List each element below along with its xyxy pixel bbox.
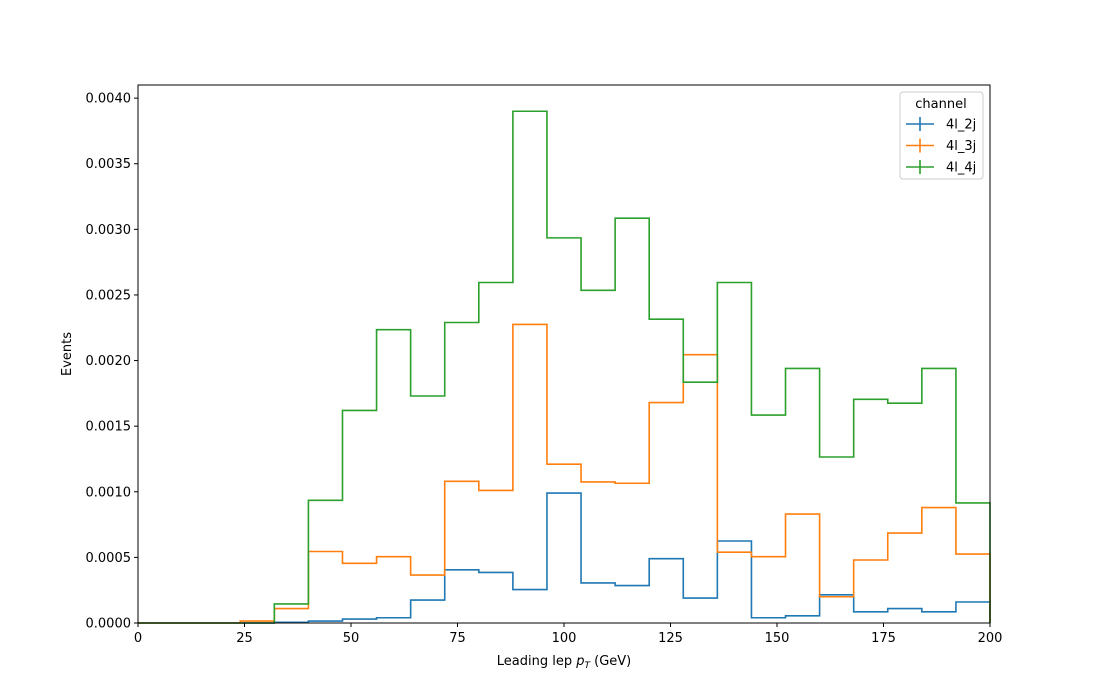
x-tick-label: 75: [449, 631, 466, 646]
x-axis-label-main: Leading lep: [497, 654, 576, 669]
y-tick-label: 0.0035: [86, 157, 132, 172]
y-axis-label: Events: [60, 332, 75, 376]
x-tick-label: 25: [236, 631, 253, 646]
legend: channel 4l_2j 4l_3j 4l_4j: [899, 91, 984, 180]
y-tick-label: 0.0025: [86, 288, 132, 303]
x-axis-label: Leading lep pT (GeV): [497, 654, 631, 671]
y-tick-label: 0.0015: [86, 420, 132, 435]
x-axis-label-subscript: T: [584, 661, 591, 671]
y-tick-label: 0.0005: [86, 551, 132, 566]
x-tick-label: 175: [871, 631, 896, 646]
legend-box: [899, 91, 984, 180]
y-tick-label: 0.0040: [86, 92, 132, 107]
legend-label-4l_2j: 4l_2j: [946, 118, 976, 133]
x-tick-label: 50: [343, 631, 360, 646]
x-tick-label: 200: [978, 631, 1003, 646]
y-tick-label: 0.0030: [86, 223, 132, 238]
y-tick-label: 0.0010: [86, 485, 132, 500]
series-line-4l_4j: [138, 110, 991, 624]
y-tick-label: 0.0000: [86, 617, 132, 632]
series-line-4l_2j: [138, 492, 991, 624]
axes-frame: [137, 84, 991, 624]
legend-label-4l_3j: 4l_3j: [946, 139, 976, 154]
x-tick-label: 150: [765, 631, 790, 646]
axes-border: [137, 84, 991, 624]
y-axis-ticks: 0.0000 0.0005 0.0010 0.0015 0.0020 0.0025 0.00…: [86, 92, 138, 632]
legend-entries: 4l_2j 4l_3j 4l_4j: [906, 117, 976, 176]
plot-area: [138, 110, 991, 624]
x-tick-label: 0: [134, 631, 142, 646]
series-line-4l_3j: [138, 323, 991, 624]
x-tick-label: 100: [552, 631, 577, 646]
x-tick-label: 125: [658, 631, 683, 646]
x-axis-ticks: 0 25 50 75 100 125 150 175 200: [134, 623, 1003, 646]
legend-title: channel: [915, 97, 966, 112]
y-tick-label: 0.0020: [86, 354, 132, 369]
x-axis-label-unit: (GeV): [590, 654, 631, 669]
x-axis-label-symbol: p: [575, 654, 584, 669]
legend-label-4l_4j: 4l_4j: [946, 161, 976, 176]
